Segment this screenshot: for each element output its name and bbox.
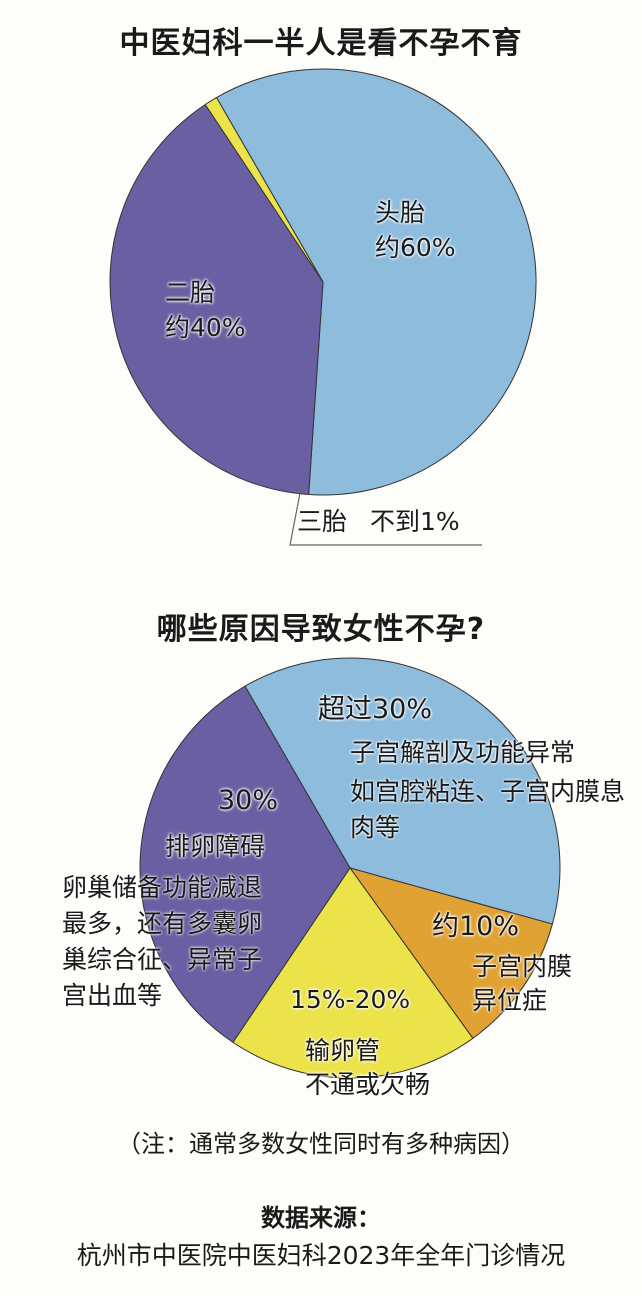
category-label: 二胎 [165, 278, 216, 307]
pie-slice [139, 685, 351, 1044]
value-label: 超过30% [318, 694, 433, 725]
pie-slice [204, 96, 324, 283]
value-label: 30% [218, 785, 279, 816]
category-label: 排卵障碍 [165, 832, 266, 861]
note: 如宫腔粘连、子宫内膜息肉等 [350, 777, 626, 842]
value-label: 约10% [432, 911, 520, 942]
pie-slice [348, 867, 553, 1040]
chart-title: 中医妇科一半人是看不孕不育 [119, 26, 523, 61]
category-label: 子宫解剖及功能异常 [350, 738, 576, 767]
pie-slice [244, 657, 561, 925]
value-label: 15%-20% [290, 985, 411, 1014]
category-label: 子宫内膜 异位症 [472, 952, 573, 1015]
leader-line [289, 487, 482, 546]
note: 卵巢储备功能减退最多，还有多囊卵巢综合征、异常子宫出血等 [62, 873, 263, 1010]
value-label: 约60% [375, 233, 456, 262]
category-label: 三胎 [297, 507, 348, 536]
pie-slice [232, 867, 474, 1079]
value-label: 不到1% [370, 507, 460, 536]
pie-slice [215, 68, 537, 496]
source-label: 数据来源： [261, 1204, 381, 1232]
footnote: （注：通常多数女性同时有多种病因） [117, 1130, 525, 1158]
category-label: 头胎 [375, 198, 426, 227]
category-label: 输卵管 不通或欠畅 [305, 1036, 431, 1099]
chart-title: 哪些原因导致女性不孕? [156, 612, 486, 647]
value-label: 约40% [165, 313, 246, 342]
source: 杭州市中医院中医妇科2023年全年门诊情况 [76, 1241, 566, 1270]
